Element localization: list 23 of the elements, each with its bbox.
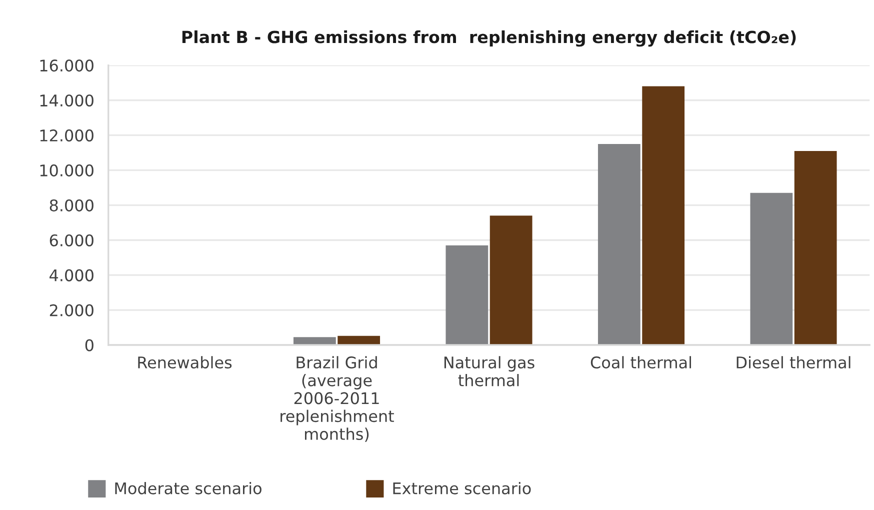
bar bbox=[750, 192, 793, 346]
y-tick-label: 8.000 bbox=[50, 199, 94, 212]
x-tick-label: Natural gas thermal bbox=[444, 356, 534, 386]
bar bbox=[446, 245, 488, 346]
y-tick-label: 6.000 bbox=[50, 234, 94, 246]
x-tick-label: Renewables bbox=[138, 356, 232, 368]
bar bbox=[794, 150, 837, 346]
chart-title: Plant B - GHG emissions from replenishing energy deficit (tCO₂e) bbox=[182, 30, 796, 47]
legend-label: Extreme scenario bbox=[393, 482, 531, 494]
y-tick-label: 16.000 bbox=[40, 59, 94, 72]
bar bbox=[642, 86, 685, 346]
y-tick-label: 2.000 bbox=[50, 304, 94, 316]
legend-label: Moderate scenario bbox=[115, 482, 262, 494]
y-tick-label: 4.000 bbox=[50, 269, 94, 282]
y-tick-label: 0 bbox=[85, 339, 94, 352]
x-tick-label: Brazil Grid (average 2006-2011 replenishment months) bbox=[280, 356, 394, 442]
bar bbox=[490, 216, 532, 346]
x-tick-label: Coal thermal bbox=[590, 356, 692, 368]
bar bbox=[598, 144, 640, 346]
y-tick-label: 10.000 bbox=[40, 164, 94, 176]
y-tick-label: 12.000 bbox=[40, 129, 94, 142]
x-tick-label: Diesel thermal bbox=[736, 356, 850, 368]
y-tick-label: 14.000 bbox=[40, 94, 94, 107]
